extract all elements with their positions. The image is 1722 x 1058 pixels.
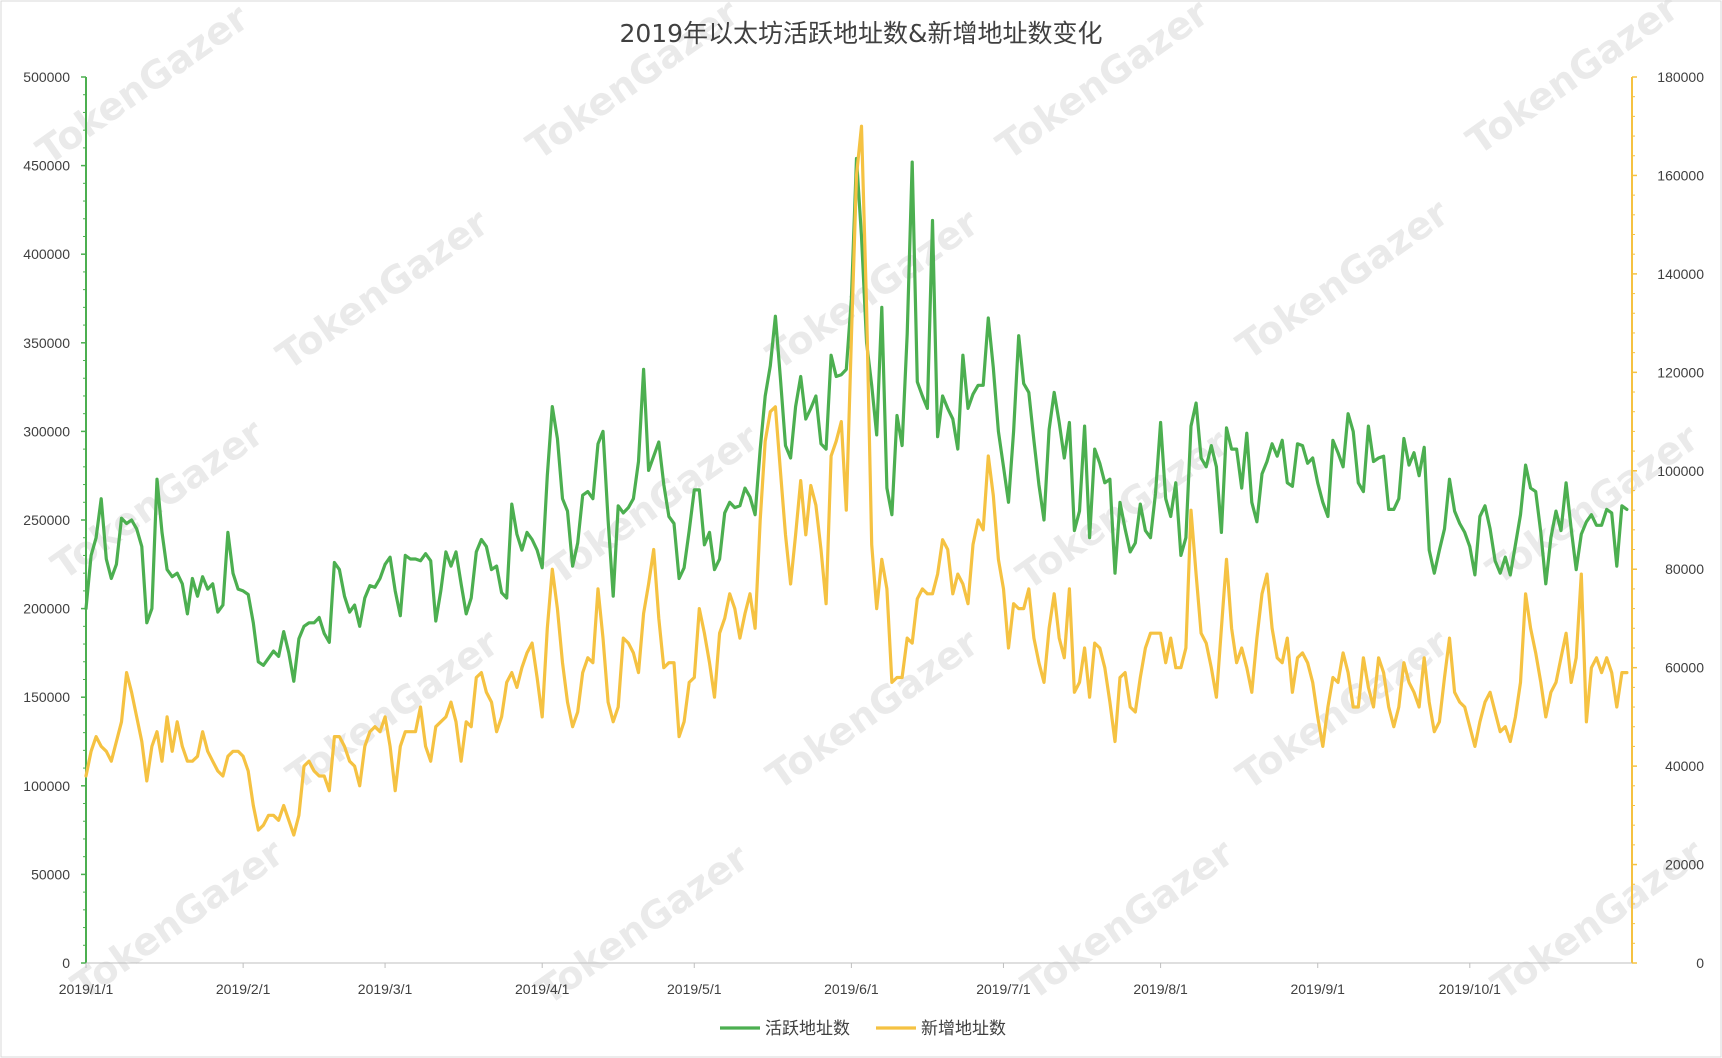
x-axis-tick-label: 2019/2/1 <box>216 981 271 997</box>
x-axis-tick-label: 2019/6/1 <box>824 981 879 997</box>
series-line-active-addresses <box>84 156 1629 683</box>
right-axis-tick-label: 60000 <box>1665 660 1704 676</box>
right-axis-tick-label: 80000 <box>1665 561 1704 577</box>
x-axis-tick-label: 2019/9/1 <box>1290 981 1345 997</box>
x-axis-tick-label: 2019/5/1 <box>667 981 722 997</box>
left-axis-tick-label: 150000 <box>23 689 70 705</box>
left-axis-tick-label: 450000 <box>23 158 70 174</box>
left-axis-tick-label: 50000 <box>31 866 70 882</box>
right-axis-tick-label: 100000 <box>1657 463 1704 479</box>
right-axis-tick-label: 140000 <box>1657 266 1704 282</box>
legend-label: 活跃地址数 <box>765 1019 850 1039</box>
chart-title: 2019年以太坊活跃地址数&新增地址数变化 <box>619 19 1102 48</box>
x-axis-tick-label: 2019/8/1 <box>1133 981 1188 997</box>
series-layer <box>84 124 1629 837</box>
x-axis-tick-label: 2019/4/1 <box>515 981 570 997</box>
left-axis-tick-label: 0 <box>62 955 70 971</box>
left-axis-tick-label: 300000 <box>23 423 70 439</box>
left-axis-tick-label: 100000 <box>23 778 70 794</box>
right-axis-tick-label: 20000 <box>1665 857 1704 873</box>
right-axis-tick-label: 0 <box>1696 955 1704 971</box>
axes-layer: 0500001000001500002000002500003000003500… <box>23 69 1704 997</box>
right-axis-tick-label: 180000 <box>1657 69 1704 85</box>
right-axis-tick-label: 120000 <box>1657 364 1704 380</box>
left-axis-tick-label: 400000 <box>23 246 70 262</box>
right-axis-tick-label: 40000 <box>1665 758 1704 774</box>
x-axis-tick-label: 2019/7/1 <box>976 981 1031 997</box>
left-axis-tick-label: 250000 <box>23 512 70 528</box>
legend-label: 新增地址数 <box>921 1019 1006 1039</box>
legend: 活跃地址数 新增地址数 <box>720 1019 1006 1039</box>
left-axis-tick-label: 500000 <box>23 69 70 85</box>
series-line-new-addresses <box>84 124 1629 837</box>
right-axis-tick-label: 160000 <box>1657 167 1704 183</box>
left-axis-tick-label: 350000 <box>23 335 70 351</box>
left-axis-tick-label: 200000 <box>23 601 70 617</box>
x-axis-tick-label: 2019/10/1 <box>1439 981 1501 997</box>
x-axis-tick-label: 2019/1/1 <box>59 981 114 997</box>
x-axis-tick-label: 2019/3/1 <box>358 981 413 997</box>
